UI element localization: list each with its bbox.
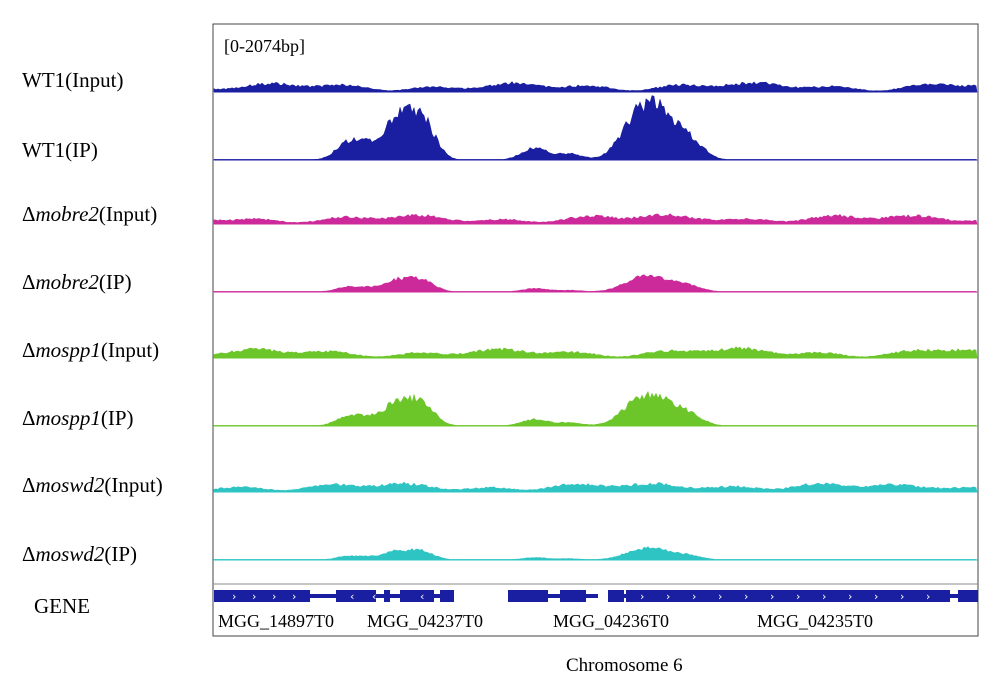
sample-type: (IP) bbox=[104, 542, 138, 566]
sample-type: (Input) bbox=[65, 68, 124, 92]
gene-exon bbox=[560, 590, 586, 602]
strand-chevron-icon: › bbox=[900, 590, 904, 603]
strain-name: mobre2 bbox=[35, 202, 99, 226]
data-range-label: [0-2074bp] bbox=[224, 36, 305, 56]
strand-chevron-icon: › bbox=[770, 590, 774, 603]
gene-exon bbox=[508, 590, 534, 602]
strain-name: moswd2 bbox=[35, 542, 105, 566]
strand-chevron-icon: › bbox=[232, 590, 236, 603]
gene-intron bbox=[214, 594, 454, 598]
strand-chevron-icon: › bbox=[718, 590, 722, 603]
strand-chevron-icon: › bbox=[926, 590, 930, 603]
sample-type: (Input) bbox=[98, 202, 158, 226]
delta-symbol: Δ bbox=[22, 202, 36, 226]
coverage-track-5 bbox=[213, 346, 978, 359]
gene-label-MGG_04237T0: MGG_04237T0 bbox=[367, 611, 483, 631]
track-label-8: Δmoswd2(IP) bbox=[22, 544, 137, 565]
gene-exon bbox=[626, 590, 950, 602]
strand-chevron-icon: › bbox=[252, 590, 256, 603]
strain-name: mospp1 bbox=[35, 338, 101, 362]
chromosome-label: Chromosome 6 bbox=[566, 655, 683, 676]
coverage-track-8 bbox=[213, 546, 979, 561]
strand-chevron-icon: ‹ bbox=[372, 590, 376, 603]
gene-label-MGG_14897T0: MGG_14897T0 bbox=[218, 611, 334, 631]
gene-track: › › › › ‹ ‹ ‹ › › › › › › › › › › › › bbox=[214, 590, 978, 603]
plot-frame bbox=[212, 23, 979, 637]
gene-track-label: GENE bbox=[34, 594, 90, 618]
strand-chevron-icon: ‹ bbox=[420, 590, 424, 603]
sample-type: (Input) bbox=[100, 338, 160, 362]
coverage-track-1 bbox=[213, 81, 978, 93]
gene-exon bbox=[336, 590, 376, 602]
strand-chevron-icon: › bbox=[822, 590, 826, 603]
strain-name: mospp1 bbox=[35, 406, 101, 430]
delta-symbol: Δ bbox=[22, 406, 36, 430]
track-label-4: Δmobre2(IP) bbox=[22, 272, 132, 293]
coverage-track-2 bbox=[213, 95, 979, 161]
gene-exon bbox=[608, 590, 624, 602]
strand-chevron-icon: › bbox=[744, 590, 748, 603]
gene-exon bbox=[400, 590, 434, 602]
track-label-5: Δmospp1(Input) bbox=[22, 340, 159, 361]
strain-name: WT1 bbox=[22, 138, 66, 162]
delta-symbol: Δ bbox=[22, 473, 36, 497]
gene-exon bbox=[958, 590, 978, 602]
coverage-track-3 bbox=[213, 213, 978, 225]
delta-symbol: Δ bbox=[22, 270, 36, 294]
strain-name: WT1 bbox=[22, 68, 66, 92]
strand-chevron-icon: › bbox=[272, 590, 276, 603]
gene-intron bbox=[508, 594, 598, 598]
sample-type: (IP) bbox=[65, 138, 98, 162]
track-label-7: Δmoswd2(Input) bbox=[22, 475, 163, 496]
strand-chevron-icon: › bbox=[848, 590, 852, 603]
track-label-6: Δmospp1(IP) bbox=[22, 408, 134, 429]
coverage-track-7 bbox=[213, 481, 978, 493]
track-label-3: Δmobre2(Input) bbox=[22, 204, 157, 225]
strand-chevron-icon: › bbox=[640, 590, 644, 603]
sample-type: (IP) bbox=[98, 270, 132, 294]
strand-chevron-icon: ‹ bbox=[350, 590, 354, 603]
strand-chevron-icon: › bbox=[796, 590, 800, 603]
sample-type: (Input) bbox=[104, 473, 163, 497]
strand-chevron-icon: › bbox=[292, 590, 296, 603]
track-label-1: WT1(Input) bbox=[22, 70, 123, 91]
strand-chevron-icon: › bbox=[692, 590, 696, 603]
sample-type: (IP) bbox=[100, 406, 134, 430]
coverage-track-6 bbox=[213, 390, 979, 427]
gene-exon bbox=[214, 590, 310, 602]
coverage-tracks bbox=[213, 81, 979, 561]
track-label-2: WT1(IP) bbox=[22, 140, 98, 161]
gene-label-MGG_04236T0: MGG_04236T0 bbox=[553, 611, 669, 631]
gene-exon bbox=[440, 590, 454, 602]
delta-symbol: Δ bbox=[22, 338, 36, 362]
coverage-track-4 bbox=[213, 274, 979, 293]
delta-symbol: Δ bbox=[22, 542, 36, 566]
gene-label-MGG_04235T0: MGG_04235T0 bbox=[757, 611, 873, 631]
strain-name: mobre2 bbox=[35, 270, 99, 294]
strand-chevron-icon: › bbox=[666, 590, 670, 603]
strain-name: moswd2 bbox=[35, 473, 105, 497]
gene-exon bbox=[534, 590, 548, 602]
strand-chevron-icon: › bbox=[874, 590, 878, 603]
gene-exon bbox=[384, 590, 390, 602]
